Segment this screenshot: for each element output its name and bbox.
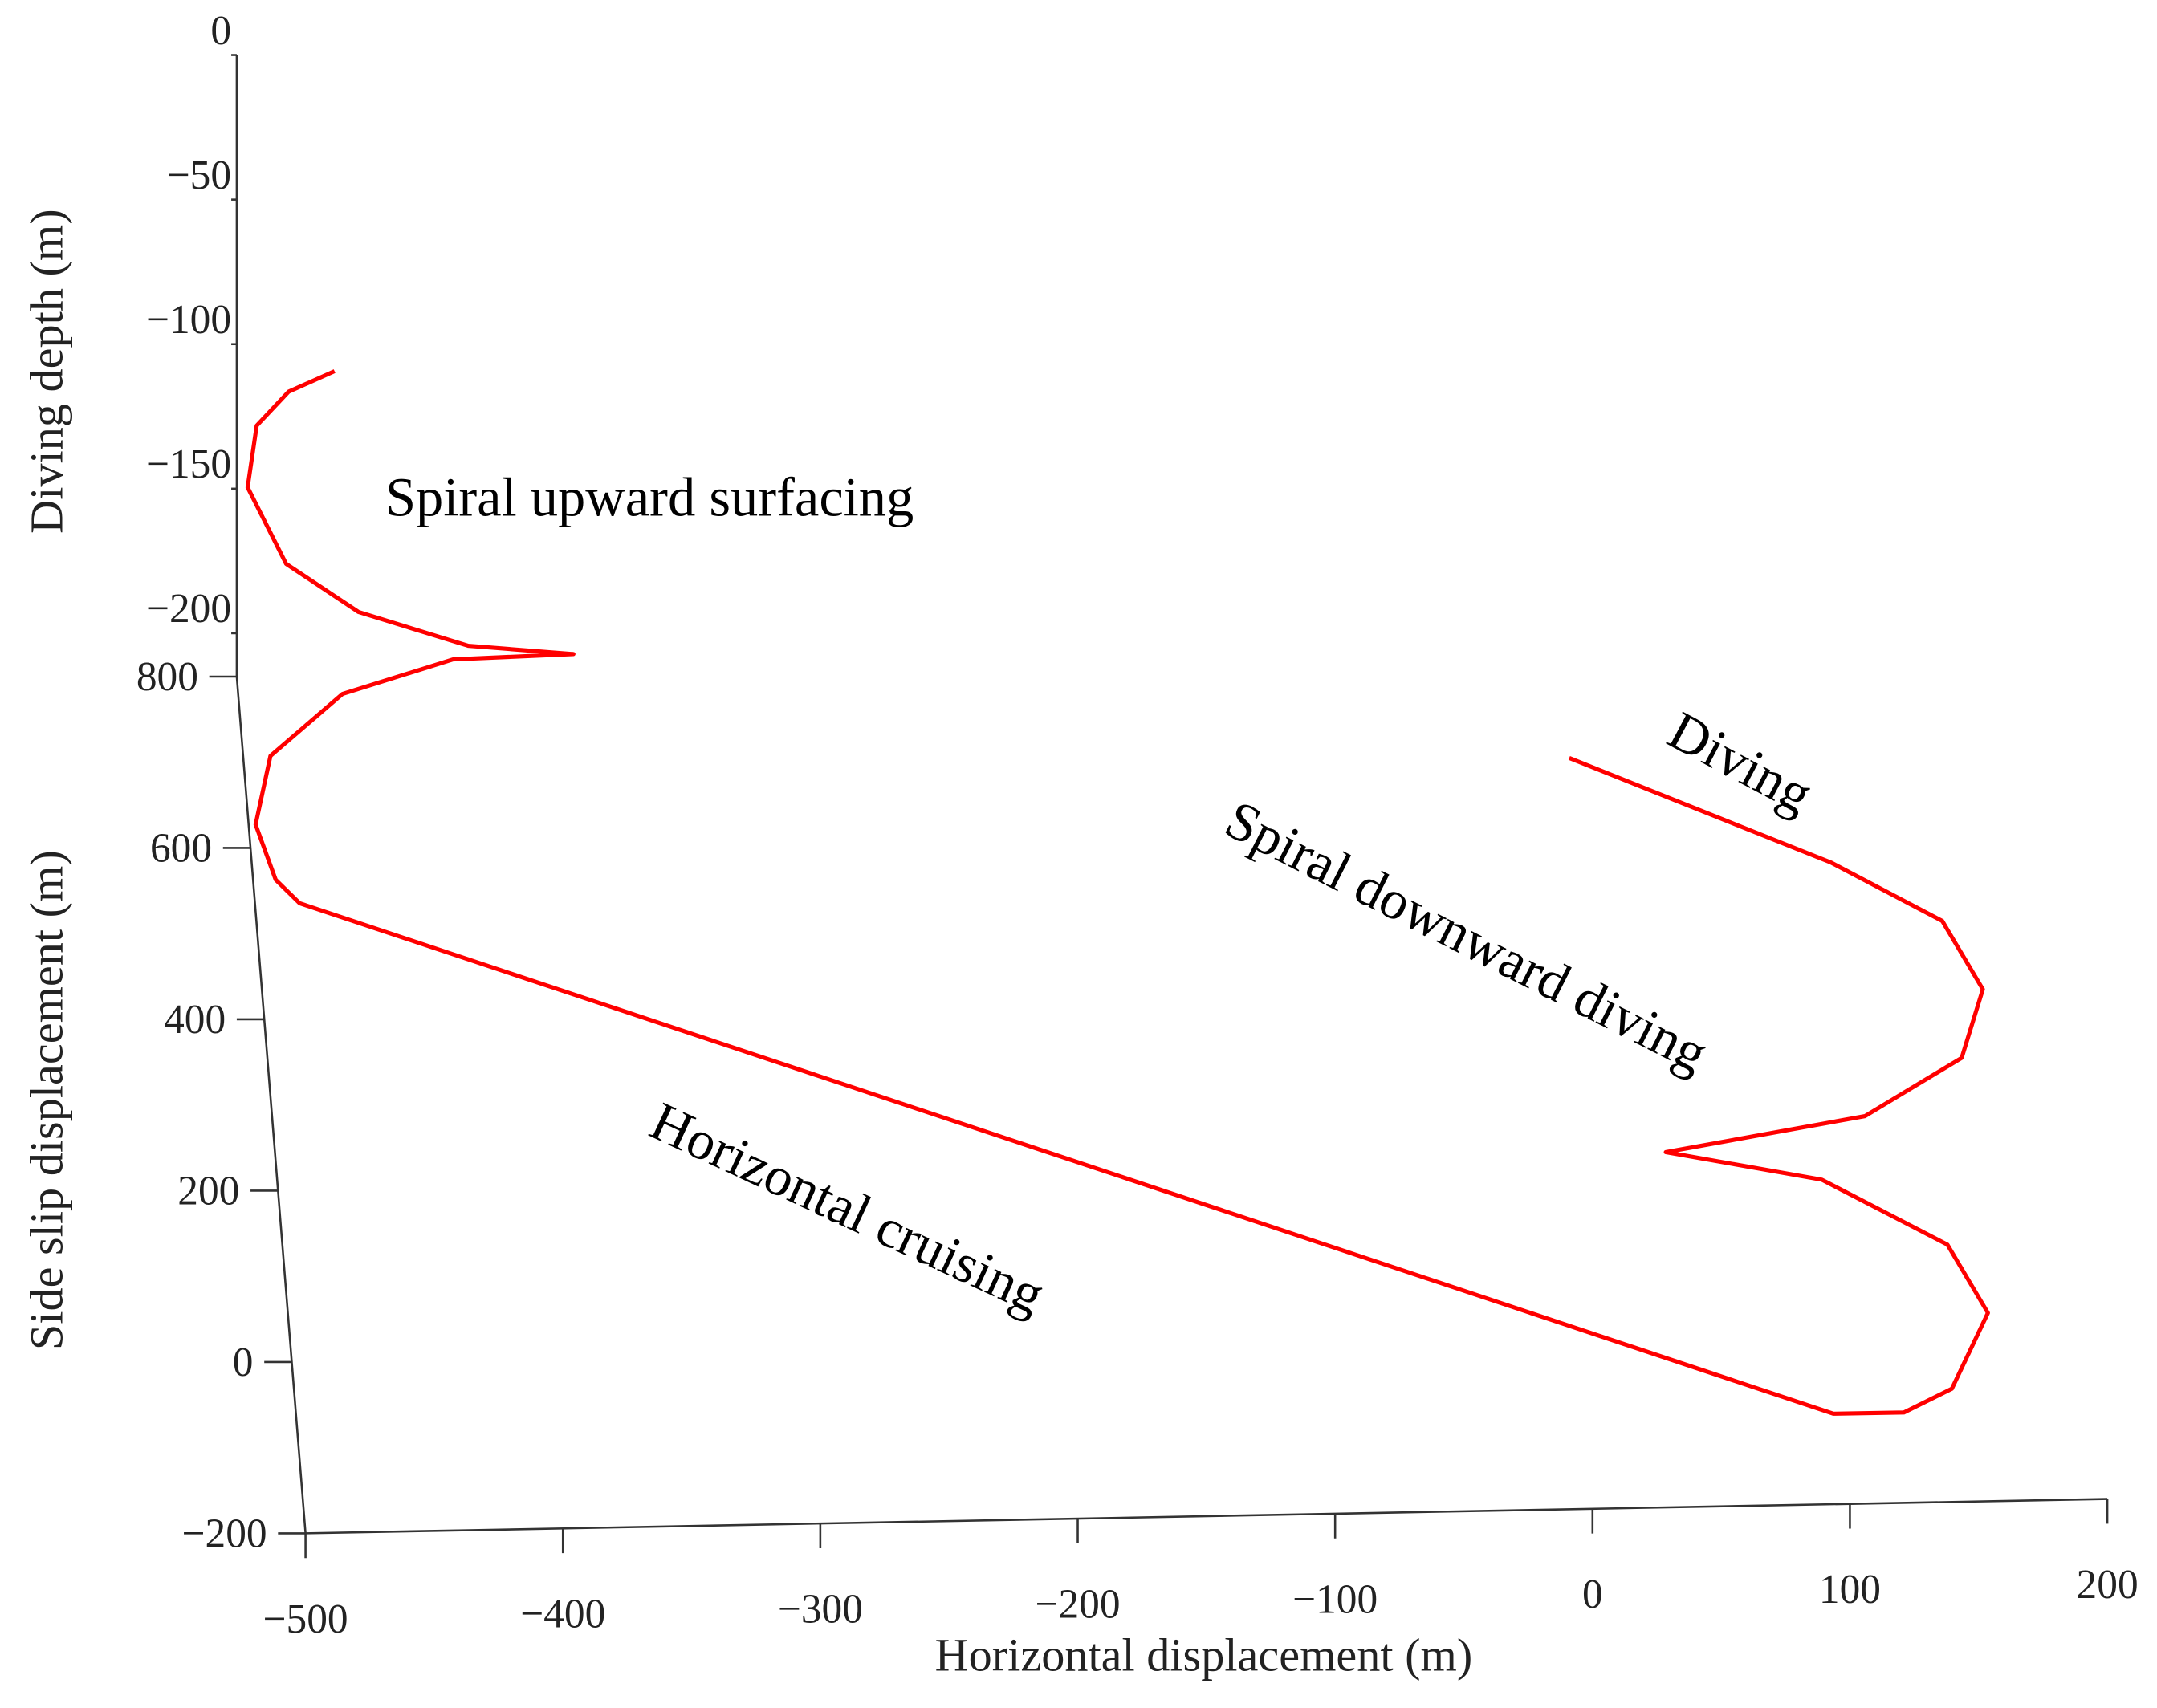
z-tick-label: −200 bbox=[146, 586, 231, 632]
z-axis-title: Diving depth (m) bbox=[20, 209, 72, 533]
x-tick-label: −500 bbox=[263, 1596, 348, 1642]
x-tick-label: 200 bbox=[2077, 1562, 2139, 1608]
x-tick-label: −400 bbox=[520, 1592, 605, 1637]
x-tick-label: −100 bbox=[1292, 1576, 1378, 1622]
y-tick-label: 800 bbox=[136, 654, 198, 700]
y-tick-label: 600 bbox=[150, 826, 212, 872]
y-axis-title: Side slip displacement (m) bbox=[20, 850, 72, 1350]
y-tick-label: 400 bbox=[164, 997, 226, 1043]
trajectory bbox=[245, 369, 1990, 1416]
z-tick-label: 0 bbox=[210, 8, 231, 54]
y-tick-label: 200 bbox=[177, 1169, 239, 1214]
x-tick-label: 0 bbox=[1582, 1572, 1603, 1617]
y-axis bbox=[235, 676, 307, 1534]
x-tick-label: 100 bbox=[1819, 1567, 1881, 1612]
annotation: Spiral upward surfacing bbox=[385, 467, 914, 528]
z-tick-label: −50 bbox=[167, 152, 231, 198]
annotation: Horizontal cruising bbox=[641, 1090, 1053, 1325]
x-axis bbox=[305, 1498, 2108, 1535]
x-tick-label: −300 bbox=[778, 1587, 863, 1633]
y-tick-label: −200 bbox=[182, 1511, 267, 1557]
z-tick-label: −150 bbox=[146, 441, 231, 487]
annotation: Diving bbox=[1658, 699, 1822, 824]
y-tick-label: 0 bbox=[233, 1340, 254, 1385]
annotation: Spiral downward diving bbox=[1216, 788, 1718, 1084]
x-axis-title: Horizontal displacement (m) bbox=[935, 1629, 1473, 1682]
z-tick-label: −100 bbox=[146, 297, 231, 343]
x-tick-label: −200 bbox=[1035, 1581, 1120, 1627]
